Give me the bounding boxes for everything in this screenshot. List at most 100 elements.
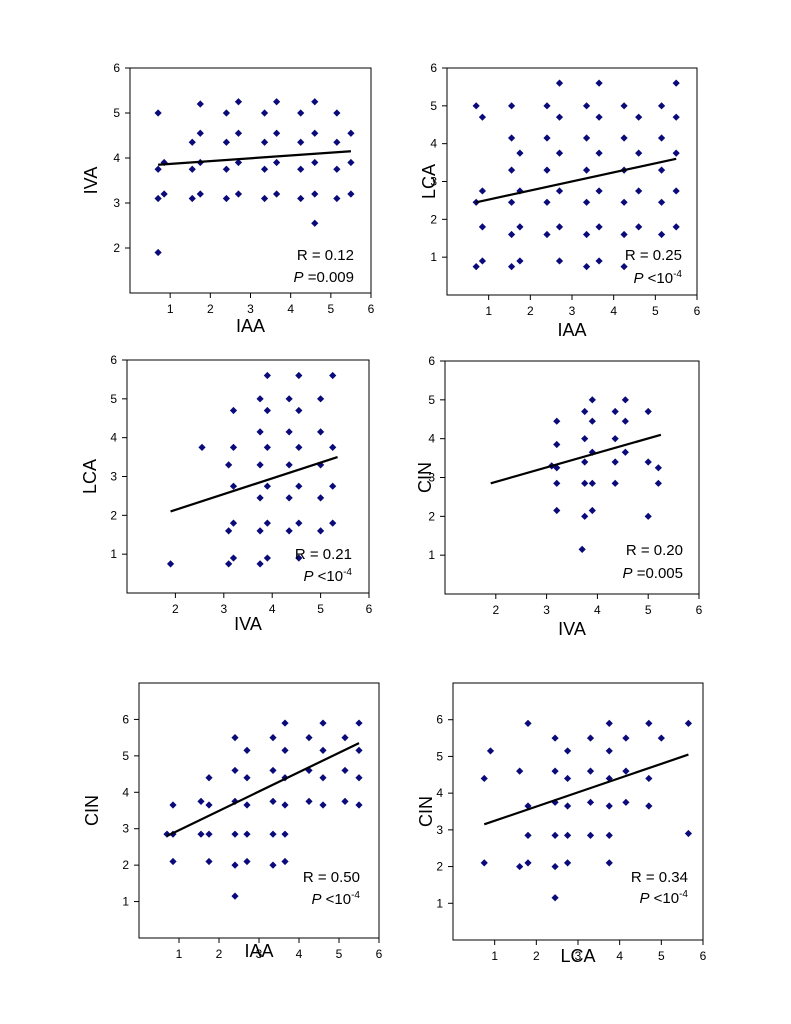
p-symbol: P: [294, 269, 304, 286]
data-point: [644, 458, 652, 466]
y-tick-label: 5: [430, 99, 437, 113]
y-tick-label: 1: [428, 548, 435, 562]
p-exponent: -4: [679, 889, 688, 900]
data-point: [657, 198, 666, 206]
data-point: [611, 407, 619, 416]
data-point: [595, 257, 603, 265]
data-point: [672, 113, 680, 121]
trend-line: [166, 742, 360, 837]
y-tick-label: 2: [110, 508, 117, 522]
correlation-r: R = 0.34: [631, 869, 688, 886]
data-point: [305, 797, 313, 805]
trend-line: [475, 157, 677, 204]
data-point: [347, 190, 355, 198]
data-point: [605, 747, 613, 755]
y-axis-label: IVA: [81, 167, 101, 195]
data-point: [347, 158, 355, 167]
data-point: [621, 448, 629, 456]
data-point: [672, 223, 680, 231]
data-point: [333, 109, 341, 117]
y-tick-label: 3: [122, 822, 129, 836]
data-point: [553, 417, 561, 425]
data-point: [588, 448, 596, 456]
data-point: [333, 165, 341, 173]
scatter-panel-6: 1 2 3 4 5 6 1 2 3 4 5 6 LCA CIN R = 0.34 P <10-4: [416, 682, 707, 966]
data-point: [516, 223, 524, 231]
data-point: [635, 149, 643, 157]
p-value: P =0.005: [623, 565, 683, 582]
data-point: [225, 461, 233, 469]
p-value-text: <10: [313, 568, 343, 585]
y-tick-label: 6: [113, 61, 120, 75]
data-point: [263, 519, 271, 527]
p-exponent: -4: [673, 269, 682, 280]
data-point: [311, 219, 319, 227]
y-tick-label: 1: [436, 896, 443, 910]
y-tick-label: 5: [110, 392, 117, 406]
x-tick-label: 5: [658, 949, 665, 963]
y-axis-label: CIN: [415, 462, 435, 493]
data-point: [553, 479, 561, 487]
y-tick-label: 2: [122, 858, 129, 872]
data-point: [205, 830, 213, 838]
data-point: [205, 857, 213, 866]
data-point: [551, 862, 559, 871]
data-point: [333, 194, 341, 203]
data-point: [260, 109, 269, 117]
data-point: [620, 102, 628, 110]
y-tick-label: 2: [430, 212, 437, 226]
data-point: [551, 734, 559, 742]
data-point: [605, 719, 613, 727]
data-point: [160, 190, 168, 198]
data-point: [551, 894, 559, 902]
data-point: [297, 109, 305, 117]
data-point: [355, 746, 363, 754]
data-point: [581, 479, 589, 487]
data-point: [222, 165, 230, 173]
data-point: [551, 831, 559, 839]
x-tick-label: 2: [216, 947, 223, 961]
data-point: [317, 494, 325, 502]
data-point: [672, 79, 680, 87]
data-point: [578, 545, 586, 553]
x-tick-label: 1: [167, 302, 174, 316]
data-point: [281, 746, 289, 754]
y-tick-label: 4: [113, 151, 120, 165]
data-point: [295, 443, 303, 451]
data-point: [305, 734, 313, 742]
data-point: [225, 527, 233, 535]
data-point: [472, 102, 480, 110]
data-point: [243, 857, 251, 866]
y-tick-label: 1: [122, 895, 129, 909]
y-tick-label: 3: [428, 471, 435, 485]
data-point: [586, 734, 595, 742]
data-point: [197, 830, 205, 838]
data-point: [684, 829, 693, 838]
data-point: [234, 190, 243, 198]
data-point: [229, 406, 238, 415]
y-tick-label: 6: [428, 354, 435, 368]
data-point: [355, 774, 363, 782]
data-point: [480, 774, 488, 783]
x-tick-label: 4: [594, 603, 601, 617]
data-point: [285, 461, 293, 469]
data-point: [555, 223, 564, 231]
data-point: [225, 560, 233, 568]
scatter-panel-3: 2 3 4 5 6 1 2 3 4 5 6 IVA LCA R = 0.21 P <10-4: [80, 353, 373, 634]
x-axis-label: IVA: [558, 619, 586, 639]
x-tick-label: 6: [700, 949, 707, 963]
data-point: [582, 166, 591, 174]
data-point: [243, 801, 251, 809]
data-point: [588, 479, 596, 487]
correlation-r: R = 0.21: [295, 546, 352, 563]
p-value-text: <10: [649, 890, 679, 907]
y-tick-label: 5: [113, 106, 120, 120]
data-point: [507, 230, 516, 239]
x-tick-label: 6: [368, 302, 375, 316]
data-point: [222, 109, 230, 117]
data-point: [605, 859, 613, 867]
data-point: [620, 263, 628, 271]
data-point: [622, 767, 630, 775]
p-value-text: =0.005: [633, 565, 683, 582]
data-point: [635, 113, 643, 121]
